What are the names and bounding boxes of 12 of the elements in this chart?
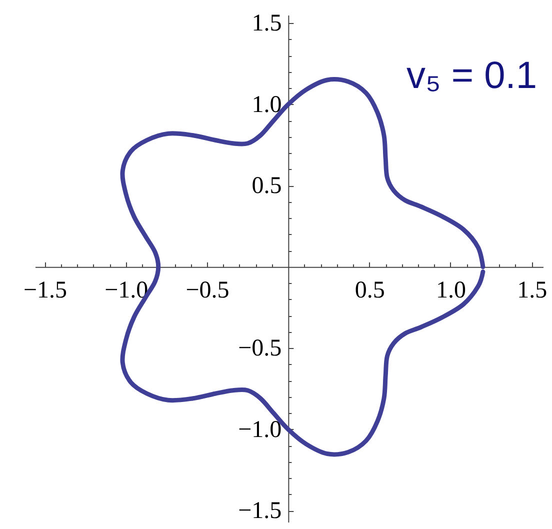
x-tick-label: 1.0 — [436, 277, 466, 304]
x-tick-label: 1.5 — [517, 277, 548, 304]
y-tick-label: −0.5 — [238, 336, 282, 362]
y-tick-label: −1.0 — [238, 416, 282, 443]
x-tick-label: 0.5 — [354, 277, 385, 304]
y-tick-label: −1.5 — [238, 498, 282, 524]
y-tick-label: 1.0 — [252, 92, 282, 118]
y-tick-label: 1.5 — [252, 10, 282, 37]
x-tick-label: −1.5 — [23, 277, 68, 304]
y-tick-label: 0.5 — [252, 173, 282, 200]
x-tick-label: −0.5 — [186, 277, 230, 304]
annotation: v₅ = 0.1 — [406, 55, 537, 97]
